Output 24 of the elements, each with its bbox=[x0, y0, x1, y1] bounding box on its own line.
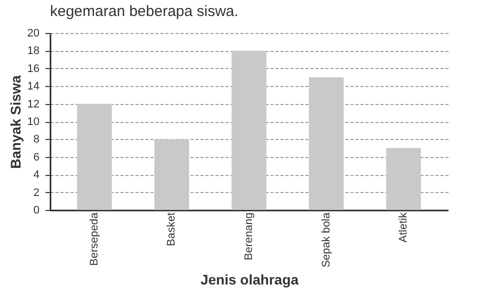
bar bbox=[77, 104, 112, 210]
x-axis-title: Jenis olahraga bbox=[200, 272, 299, 288]
y-tick-label: 0 bbox=[33, 204, 40, 216]
y-tick-label: 2 bbox=[33, 186, 40, 199]
y-tick-label: 4 bbox=[33, 169, 40, 182]
bar bbox=[386, 148, 421, 210]
y-tick-label: 16 bbox=[27, 62, 40, 75]
y-tick-label: 6 bbox=[33, 151, 40, 164]
bar bbox=[232, 50, 266, 210]
y-tick-label: 10 bbox=[27, 116, 40, 128]
y-axis-title: Banyak Siswa bbox=[7, 75, 24, 169]
x-tick-label: Atletik bbox=[398, 212, 410, 242]
y-tick-label: 12 bbox=[27, 98, 40, 110]
bar bbox=[154, 139, 190, 210]
x-tick-label: Berenang bbox=[243, 212, 255, 260]
y-tick-label: 18 bbox=[27, 45, 40, 58]
x-tick-label: Sepak bola bbox=[320, 212, 332, 268]
y-tick-label: 14 bbox=[27, 80, 40, 93]
bar bbox=[308, 77, 344, 210]
y-tick-label: 8 bbox=[33, 134, 40, 146]
y-tick-label: 20 bbox=[27, 28, 40, 40]
chart-title: kegemaran beberapa siswa. bbox=[50, 3, 238, 20]
x-tick-label: Bersepeda bbox=[88, 212, 100, 266]
x-tick-label: Basket bbox=[166, 212, 178, 246]
